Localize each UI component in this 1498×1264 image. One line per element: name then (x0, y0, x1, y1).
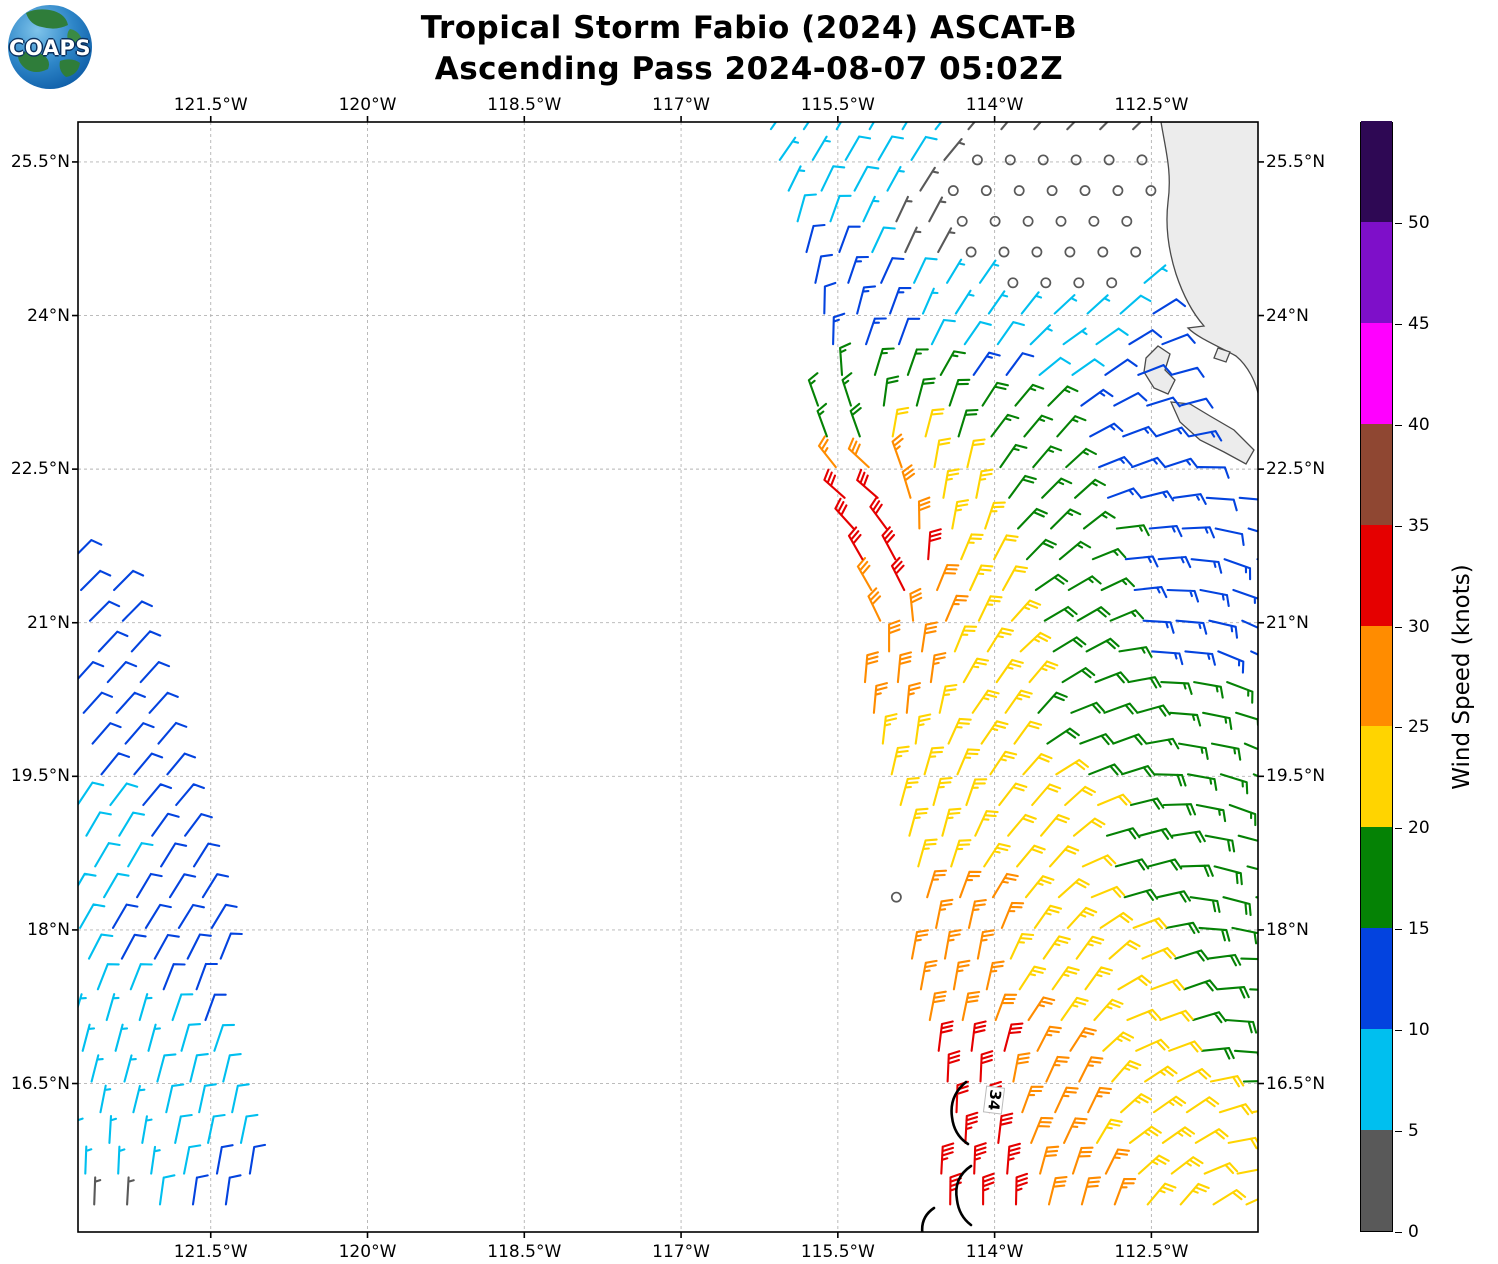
landmass (1143, 122, 1258, 465)
calm-circle-markers (890, 154, 1157, 903)
colorbar-tick (1395, 626, 1402, 628)
colorbar (1360, 120, 1393, 1232)
x-tick-label-bottom: 121.5°W (173, 1242, 248, 1262)
x-tick-label-top: 121.5°W (173, 95, 248, 115)
colorbar-band (1361, 927, 1392, 1030)
y-tick-label-left: 16.5°N (10, 1073, 70, 1094)
title-line-2: Ascending Pass 2024-08-07 05:02Z (434, 51, 1064, 87)
x-tick-label-bottom: 120°W (338, 1242, 397, 1262)
x-tick-label-bottom: 117°W (652, 1242, 710, 1262)
colorbar-tick-label: 45 (1408, 313, 1430, 334)
y-tick-label-left: 18°N (27, 919, 70, 940)
colorbar-band (1361, 625, 1392, 727)
plot-border (77, 121, 1259, 1233)
colorbar-tick (1395, 727, 1402, 729)
y-tick-label-right: 19.5°N (1266, 766, 1326, 787)
x-tick-label-bottom: 114°W (965, 1242, 1024, 1262)
colorbar-tick-label: 40 (1408, 414, 1430, 435)
y-tick-label-right: 16.5°N (1266, 1073, 1326, 1094)
colorbar-tick (1395, 424, 1402, 426)
colorbar-tick (1395, 1232, 1402, 1233)
colorbar-band (1361, 221, 1392, 323)
y-tick-label-left: 21°N (27, 612, 70, 633)
colorbar-tick (1395, 1131, 1402, 1133)
colorbar-band (1361, 1129, 1392, 1231)
colorbar-tick-label: 30 (1408, 616, 1430, 637)
logo-text: COAPS (9, 36, 91, 60)
colorbar-tick (1395, 1030, 1402, 1032)
y-tick-label-left: 19.5°N (10, 766, 70, 787)
title-line-1: Tropical Storm Fabio (2024) ASCAT-B (420, 10, 1078, 46)
tick-marks (72, 116, 1264, 1238)
x-tick-label-top: 120°W (338, 95, 397, 115)
coaps-logo: COAPS (8, 5, 92, 89)
colorbar-tick (1395, 929, 1402, 931)
globe-icon (18, 9, 82, 77)
chart-title: Tropical Storm Fabio (2024) ASCAT-B Asce… (0, 8, 1498, 90)
x-tick-label-bottom: 115.5°W (800, 1242, 875, 1262)
colorbar-tick-label: 25 (1408, 717, 1430, 738)
colorbar-tick-label: 15 (1408, 919, 1430, 940)
colorbar-tick-label: 50 (1408, 212, 1430, 233)
x-tick-label-top: 114°W (965, 95, 1024, 115)
colorbar-tick (1395, 525, 1402, 527)
x-tick-label-bottom: 118.5°W (487, 1242, 562, 1262)
x-tick-label-top: 115.5°W (800, 95, 875, 115)
x-tick-label-top: 117°W (652, 95, 710, 115)
colorbar-tick-label: 0 (1408, 1222, 1419, 1242)
x-tick-label-top: 118.5°W (487, 95, 562, 115)
colorbar-band (1361, 120, 1392, 222)
contour-34kt-label: 34 (982, 1085, 1006, 1115)
colorbar-tick-label: 10 (1408, 1020, 1430, 1041)
y-tick-label-right: 25.5°N (1266, 151, 1326, 172)
contour-34kt (920, 1080, 973, 1232)
y-tick-label-right: 24°N (1266, 305, 1309, 326)
colorbar-tick (1395, 828, 1402, 830)
y-tick-label-left: 24°N (27, 305, 70, 326)
x-tick-label-top: 112.5°W (1114, 95, 1189, 115)
colorbar-band (1361, 322, 1392, 424)
y-tick-label-right: 21°N (1266, 612, 1309, 633)
plot-area (72, 116, 1264, 1238)
colorbar-tick-label: 35 (1408, 515, 1430, 536)
y-tick-label-right: 18°N (1266, 919, 1309, 940)
colorbar-tick (1395, 323, 1402, 325)
wind-barbs (78, 122, 1258, 1206)
colorbar-title: Wind Speed (knots) (1449, 564, 1475, 790)
colorbar-tick-label: 20 (1408, 818, 1430, 839)
colorbar-band (1361, 524, 1392, 626)
colorbar-tick (1395, 222, 1402, 224)
gridlines (78, 122, 1258, 1232)
y-tick-label-left: 22.5°N (10, 459, 70, 480)
colorbar-band (1361, 423, 1392, 525)
colorbar-tick-label: 5 (1408, 1121, 1419, 1142)
x-tick-label-bottom: 112.5°W (1114, 1242, 1189, 1262)
colorbar-band (1361, 725, 1392, 828)
colorbar-band (1361, 1028, 1392, 1131)
colorbar-band (1361, 826, 1392, 929)
y-tick-label-right: 22.5°N (1266, 459, 1326, 480)
y-tick-label-left: 25.5°N (10, 151, 70, 172)
